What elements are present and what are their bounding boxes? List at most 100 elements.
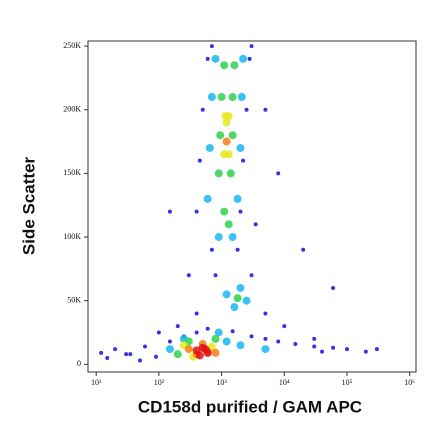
- event-dot: [249, 334, 254, 339]
- event-dot: [194, 330, 199, 335]
- x-axis-title: CD158d purified / GAM APC: [138, 397, 362, 416]
- event-dot: [209, 44, 214, 49]
- event-dot: [253, 222, 258, 227]
- event-dot: [205, 56, 210, 61]
- event-dot: [331, 285, 336, 290]
- event-dot: [203, 194, 212, 203]
- event-dot: [374, 347, 379, 352]
- event-dot: [320, 349, 325, 354]
- event-dot: [156, 330, 161, 335]
- event-dot: [244, 107, 249, 112]
- event-dot: [142, 344, 147, 349]
- event-dot: [222, 290, 231, 299]
- event-dot: [238, 209, 243, 214]
- event-dot: [167, 339, 172, 344]
- event-dot: [363, 349, 368, 354]
- x-tick-label: 10⁶: [404, 378, 415, 387]
- event-dot: [236, 341, 245, 350]
- event-dot: [173, 350, 182, 359]
- event-dot: [236, 283, 245, 292]
- event-dot: [276, 171, 281, 176]
- event-dot: [211, 334, 220, 343]
- event-dot: [301, 247, 306, 252]
- event-dot: [205, 326, 210, 331]
- event-dot: [263, 107, 268, 112]
- plot-points: [99, 44, 379, 363]
- event-dot: [105, 355, 110, 360]
- event-dot: [247, 56, 252, 61]
- y-tick-label: 150K: [63, 168, 81, 177]
- event-dot: [217, 93, 226, 102]
- event-dot: [230, 303, 239, 312]
- event-dot: [228, 93, 237, 102]
- event-dot: [230, 61, 239, 70]
- event-dot: [211, 348, 220, 357]
- event-dot: [228, 233, 237, 242]
- event-dot: [222, 337, 231, 346]
- event-dot: [205, 143, 214, 152]
- event-dot: [331, 345, 336, 350]
- event-dot: [312, 336, 317, 341]
- event-dot: [222, 137, 231, 146]
- event-dot: [186, 273, 191, 278]
- event-dot: [276, 339, 281, 344]
- x-tick-label: 10⁵: [342, 378, 353, 387]
- event-dot: [220, 61, 229, 70]
- x-tick-label: 10¹: [91, 378, 102, 387]
- event-dot: [224, 150, 233, 159]
- event-dot: [236, 143, 245, 152]
- event-dot: [293, 341, 298, 346]
- event-dot: [228, 131, 237, 140]
- event-dot: [220, 207, 229, 216]
- event-dot: [194, 311, 199, 316]
- event-dot: [211, 54, 220, 63]
- event-dot: [345, 347, 350, 352]
- event-dot: [263, 311, 268, 316]
- x-tick-label: 10²: [154, 378, 165, 387]
- event-dot: [213, 273, 218, 278]
- event-dot: [200, 107, 205, 112]
- event-dot: [230, 329, 235, 334]
- x-tick-label: 10⁴: [279, 378, 290, 387]
- event-dot: [226, 169, 235, 178]
- event-dot: [175, 324, 180, 329]
- event-dot: [165, 345, 174, 354]
- event-dot: [282, 324, 287, 329]
- event-dot: [239, 54, 248, 63]
- plot-frame: [87, 40, 417, 373]
- event-dot: [214, 328, 223, 337]
- event-dot: [124, 352, 129, 357]
- y-tick-label: 0: [77, 359, 81, 368]
- event-dot: [195, 351, 204, 360]
- event-dot: [242, 296, 251, 305]
- event-dot: [194, 209, 199, 214]
- event-dot: [128, 352, 133, 357]
- y-tick-label: 200K: [63, 105, 81, 114]
- event-dot: [241, 158, 246, 163]
- event-dot: [237, 93, 246, 102]
- event-dot: [167, 209, 172, 214]
- event-dot: [201, 345, 210, 354]
- event-dot: [249, 273, 254, 278]
- event-dot: [224, 112, 233, 121]
- event-dot: [312, 344, 317, 349]
- x-tick-label: 10³: [216, 378, 227, 387]
- event-dot: [216, 131, 225, 140]
- event-dot: [233, 294, 242, 303]
- event-dot: [233, 194, 242, 203]
- event-dot: [263, 336, 268, 341]
- event-dot: [222, 118, 231, 127]
- event-dot: [207, 93, 216, 102]
- event-dot: [113, 347, 118, 352]
- y-tick-label: 100K: [63, 232, 81, 241]
- event-dot: [197, 158, 202, 163]
- y-tick-label: 50K: [67, 296, 81, 305]
- event-dot: [261, 345, 270, 354]
- event-dot: [214, 169, 223, 178]
- event-dot: [224, 220, 233, 229]
- event-dot: [235, 247, 240, 252]
- y-axis-title: Side Scatter: [19, 156, 38, 255]
- event-dot: [209, 247, 214, 252]
- event-dot: [138, 358, 143, 363]
